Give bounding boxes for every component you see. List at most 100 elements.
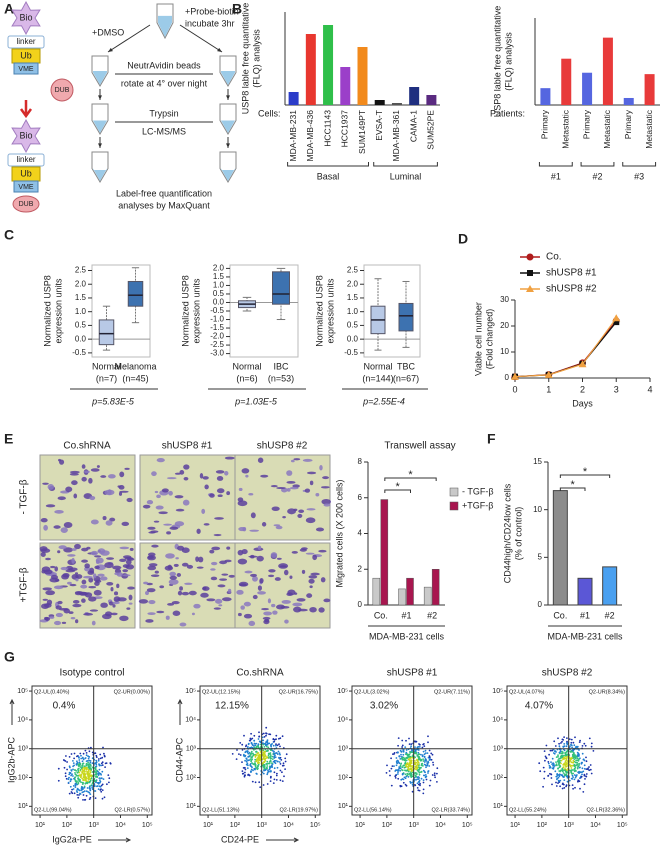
event-dot [585, 768, 588, 770]
quadrant-label: Q2-UL(3.02%) [354, 689, 390, 695]
event-dot [96, 769, 98, 772]
event-dot [82, 779, 85, 782]
cell [268, 569, 276, 573]
event-dot [66, 761, 68, 763]
p-value: p=5.83E-5 [91, 396, 135, 406]
x-tick-label: 10⁴ [115, 822, 126, 829]
cell [90, 519, 99, 525]
event-dot [407, 770, 410, 773]
event-dot [64, 775, 67, 778]
event-dot [88, 766, 91, 768]
event-dot [561, 758, 564, 760]
x-tick-label: Normal [363, 361, 392, 371]
red-arrow [19, 100, 33, 119]
point [612, 314, 621, 322]
axis-arrow [266, 837, 300, 843]
x-tick-label: 10⁴ [590, 822, 601, 829]
x-tick-label: Primary [581, 109, 591, 139]
event-dot [88, 750, 91, 753]
event-dot [433, 774, 436, 777]
cell [301, 569, 306, 574]
bar [602, 566, 618, 606]
event-dot [555, 763, 558, 766]
event-dot [416, 755, 419, 757]
event-dot [275, 744, 277, 747]
event-dot [572, 761, 575, 764]
event-dot [576, 766, 579, 768]
cell [100, 602, 108, 608]
event-dot [404, 773, 407, 776]
event-dot [572, 752, 575, 755]
event-dot [395, 769, 397, 772]
event-dot [255, 750, 258, 753]
y-tick-label: -1.5 [210, 323, 224, 332]
event-dot [250, 742, 253, 745]
panel-label: G [4, 649, 15, 665]
event-dot [403, 766, 406, 769]
tube-liquid [158, 15, 172, 37]
event-dot [571, 773, 573, 775]
event-dot [577, 780, 579, 783]
x-tick-label: 10¹ [35, 822, 46, 829]
event-dot [263, 742, 266, 745]
event-dot [275, 779, 278, 781]
y-tick-label: 10² [338, 774, 349, 781]
y-axis-label: (% of control) [513, 507, 523, 561]
legend-swatch [449, 501, 459, 511]
cell [71, 557, 75, 564]
event-dot [272, 738, 275, 741]
event-dot [407, 753, 410, 756]
event-dot [85, 766, 87, 769]
event-dot [85, 754, 88, 757]
event-dot [416, 764, 418, 767]
cell [40, 548, 51, 553]
event-dot [95, 754, 98, 757]
event-dot [573, 774, 576, 776]
event-dot [79, 752, 82, 755]
event-dot [244, 774, 247, 777]
y-tick-label: 10⁵ [337, 688, 348, 695]
event-dot [264, 757, 267, 760]
event-dot [562, 746, 565, 748]
y-tick-label: 10² [186, 774, 197, 781]
event-dot [414, 756, 416, 759]
cell [147, 526, 156, 530]
event-dot [426, 752, 429, 754]
cell [306, 593, 313, 598]
event-dot [405, 765, 408, 768]
point [578, 360, 587, 368]
event-dot [253, 768, 256, 770]
event-dot [268, 768, 271, 771]
event-dot [101, 797, 104, 800]
event-dot [257, 764, 259, 767]
event-dot [78, 759, 81, 761]
event-dot [285, 753, 288, 756]
cell [55, 612, 63, 618]
event-dot [84, 757, 87, 759]
event-dot [278, 743, 280, 746]
y-tick-label: 0 [505, 373, 510, 382]
x-axis-label: IgG2a-PE [52, 834, 92, 844]
cell [173, 563, 179, 568]
cell [172, 610, 181, 616]
event-dot [429, 758, 432, 761]
event-dot [96, 775, 99, 778]
cell [58, 545, 67, 550]
event-dot [79, 780, 81, 783]
step-incubate: incubate 3hr [185, 18, 235, 28]
event-dot [276, 766, 279, 769]
event-dot [284, 768, 286, 770]
x-tick-label: 10⁴ [435, 822, 446, 829]
cell [112, 601, 120, 605]
event-dot [557, 754, 559, 757]
event-dot [425, 778, 428, 781]
event-dot [577, 771, 579, 774]
cell [216, 476, 224, 481]
x-tick-label: Normal [92, 361, 121, 371]
cell [177, 545, 185, 551]
cell [274, 577, 281, 581]
event-dot [571, 746, 573, 749]
cell [138, 599, 149, 604]
event-dot [554, 770, 557, 773]
cell [50, 574, 58, 580]
